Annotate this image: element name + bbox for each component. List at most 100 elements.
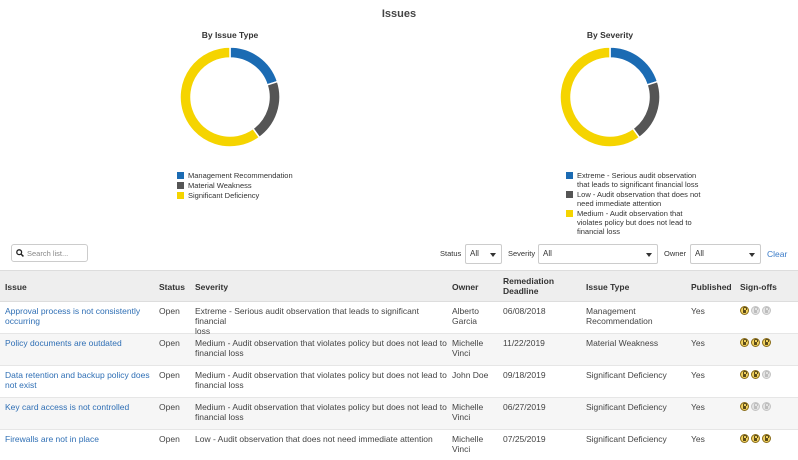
column-header-signoffs[interactable]: Sign-offs [740,282,777,292]
signoff-pending-lock-icon[interactable] [762,402,771,411]
severity-cell: Low - Audit observation that does not ne… [195,434,450,444]
issue-type-cell: Significant Deficiency [586,370,667,380]
owner-line1: Michelle [452,434,484,444]
deadline-cell: 06/08/2018 [503,306,546,316]
status-select-value: All [470,249,479,258]
status-cell: Open [159,434,180,444]
status-select[interactable]: All [465,244,502,264]
issue-link[interactable]: Key card access is not controlled [5,402,155,412]
severity-slice-3[interactable] [559,46,641,148]
signoffs-cell [740,370,771,379]
table-row[interactable]: Approval process is not consistently occu… [0,302,798,336]
column-header-owner[interactable]: Owner [452,282,479,292]
signoff-pending-lock-icon[interactable] [762,370,771,379]
severity-line1: Medium - Audit observation that violates… [195,338,447,348]
column-header-issue[interactable]: Issue [5,282,27,292]
signoff-pending-lock-icon[interactable] [751,306,760,315]
table-row[interactable]: Policy documents are outdated Open Medium … [0,334,798,366]
signoff-complete-lock-icon[interactable] [751,370,760,379]
signoff-complete-lock-icon[interactable] [762,434,771,443]
issue-type-slice-3[interactable] [179,46,261,148]
severity-slice-2[interactable] [631,80,661,139]
legend-item[interactable]: Extreme - Serious audit observation that… [566,171,706,189]
signoff-complete-lock-icon[interactable] [740,402,749,411]
column-header-severity[interactable]: Severity [195,282,229,292]
legend-label: Significant Deficiency [188,191,260,200]
chevron-down-icon [490,253,496,257]
severity-select[interactable]: All [538,244,658,264]
issue-type-legend: Management Recommendation Material Weakn… [177,171,317,201]
owner-filter-label: Owner [664,249,687,258]
legend-item[interactable]: Low - Audit observation that does not ne… [566,190,706,208]
issue-link-line1: Policy documents are outdated [5,338,122,348]
deadline-cell: 11/22/2019 [503,338,545,348]
search-input[interactable] [27,248,83,258]
table-row[interactable]: Firewalls are not in place Open Low - Audi… [0,430,798,460]
signoff-pending-lock-icon[interactable] [751,402,760,411]
column-header-issue-type[interactable]: Issue Type [586,282,630,292]
owner-cell: Michelle Vinci [452,402,483,422]
severity-legend: Extreme - Serious audit observation that… [566,171,706,237]
deadline-cell: 06/27/2019 [503,402,546,412]
issue-type-line1: Significant Deficiency [586,402,667,412]
status-cell: Open [159,402,180,412]
table-row[interactable]: Data retention and backup policy does not… [0,366,798,398]
legend-label: Management Recommendation [188,171,293,180]
legend-item[interactable]: Medium - Audit observation that violates… [566,209,706,236]
signoff-pending-lock-icon[interactable] [762,306,771,315]
signoff-complete-lock-icon[interactable] [740,434,749,443]
signoff-complete-lock-icon[interactable] [740,306,749,315]
owner-line1: Michelle [452,338,484,348]
issue-type-line1: Material Weakness [586,338,659,348]
issue-link-line2: not exist [5,380,37,390]
clear-filters-link[interactable]: Clear [767,249,788,259]
chart-title: By Severity [586,30,634,40]
legend-item[interactable]: Management Recommendation [177,171,317,180]
column-header-published[interactable]: Published [691,282,732,292]
legend-item[interactable]: Significant Deficiency [177,191,317,200]
signoff-complete-lock-icon[interactable] [751,338,760,347]
severity-line1: Extreme - Serious audit observation that… [195,306,419,326]
legend-label: Low - Audit observation that does not ne… [577,190,701,208]
column-header-deadline-line1: Remediation [503,276,555,286]
owner-line1: John Doe [452,370,489,380]
severity-select-value: All [543,249,552,258]
signoff-complete-lock-icon[interactable] [740,370,749,379]
column-header-status[interactable]: Status [159,282,185,292]
issue-link-line2: occurring [5,316,40,326]
issue-link[interactable]: Approval process is not consistently occu… [5,306,155,326]
published-cell: Yes [691,434,705,444]
deadline-cell: 07/25/2019 [503,434,546,444]
search-box[interactable] [11,244,88,262]
issue-link-line1: Data retention and backup policy does [5,370,150,380]
legend-swatch-gray [177,182,184,189]
issue-link[interactable]: Firewalls are not in place [5,434,155,444]
severity-filter-label: Severity [508,249,536,258]
issue-link[interactable]: Policy documents are outdated [5,338,155,348]
legend-swatch-blue [566,172,573,179]
legend-swatch-gray [566,191,573,198]
issue-type-slice-1[interactable] [229,46,279,86]
signoff-complete-lock-icon[interactable] [751,434,760,443]
legend-swatch-blue [177,172,184,179]
table-row[interactable]: Key card access is not controlled Open Med… [0,398,798,430]
signoff-complete-lock-icon[interactable] [762,338,771,347]
legend-item[interactable]: Material Weakness [177,181,317,190]
owner-line1: Alberto [452,306,479,316]
severity-slice-1[interactable] [609,46,659,86]
published-cell: Yes [691,370,705,380]
column-header-deadline[interactable]: Remediation Deadline [503,276,554,296]
legend-swatch-yellow [566,210,573,217]
issue-type-slice-2[interactable] [251,80,281,139]
issue-link[interactable]: Data retention and backup policy does not… [5,370,155,390]
search-icon [16,249,24,257]
owner-select[interactable]: All [690,244,761,264]
table-header: Issue Status Severity Owner Remediation … [0,270,798,302]
deadline-cell: 09/18/2019 [503,370,546,380]
issue-link-line1: Key card access is not controlled [5,402,130,412]
issue-type-line1: Significant Deficiency [586,370,667,380]
signoff-complete-lock-icon[interactable] [740,338,749,347]
chevron-down-icon [749,253,755,257]
issue-type-cell: Significant Deficiency [586,402,667,412]
column-header-deadline-line2: Deadline [503,286,539,296]
